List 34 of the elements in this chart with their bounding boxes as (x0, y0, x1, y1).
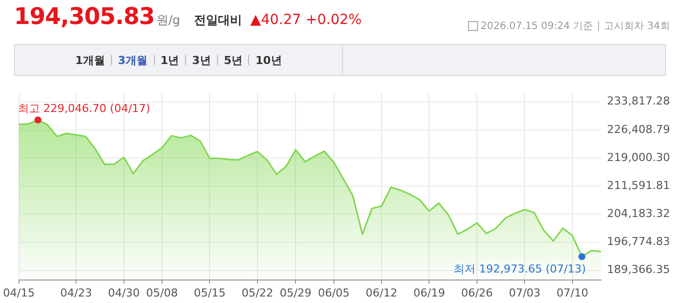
x-tick-label: 06/19 (413, 286, 446, 300)
y-tick-label: 226,408.79 (607, 122, 670, 136)
x-tick-label: 05/08 (146, 286, 178, 300)
x-tick-label: 05/29 (280, 286, 312, 300)
x-tick-label: 05/15 (194, 286, 226, 300)
chart-subtitle: 원/g (156, 12, 180, 29)
text: 5년 (224, 52, 242, 68)
x-tick-label: 06/05 (318, 286, 350, 300)
x-tick-label: 06/26 (461, 286, 493, 300)
y-tick-label: 219,000.30 (607, 150, 670, 164)
x-tick-label: 04/23 (60, 286, 92, 300)
y-tick-label: 189,366.35 (607, 263, 670, 276)
text: 1개월 (75, 52, 105, 68)
text: ▲40.27 +0.02% (250, 12, 362, 28)
y-tick-label: 233,817.28 (607, 94, 670, 108)
annotation: 최저 192,973.65 (07/13) (454, 262, 586, 276)
x-tick-label: 07/10 (556, 286, 588, 300)
chart-title: 194,305.83 (14, 4, 155, 30)
y-tick-label: 204,183.32 (607, 207, 670, 220)
x-tick-label: 06/12 (366, 286, 398, 300)
text: 10년 (255, 52, 282, 68)
annotation: 최고 229,046.70 (04/17) (18, 102, 150, 115)
x-tick-label: 04/30 (108, 286, 140, 300)
y-tick-label: 196,774.83 (607, 235, 670, 248)
y-tick-label: 211,591.81 (607, 178, 670, 192)
text: 3개월 (118, 52, 148, 68)
text: 1년 (160, 52, 180, 68)
text: 고시회차 34회 (604, 20, 670, 33)
text: 2026.07.15 09:24 기준 (480, 20, 594, 33)
x-tick-label: 04/15 (3, 286, 35, 300)
text: 전일대비 (194, 12, 242, 29)
text: 3년 (192, 52, 211, 68)
x-tick-label: 07/03 (508, 286, 541, 300)
x-tick-label: 05/22 (242, 286, 274, 300)
